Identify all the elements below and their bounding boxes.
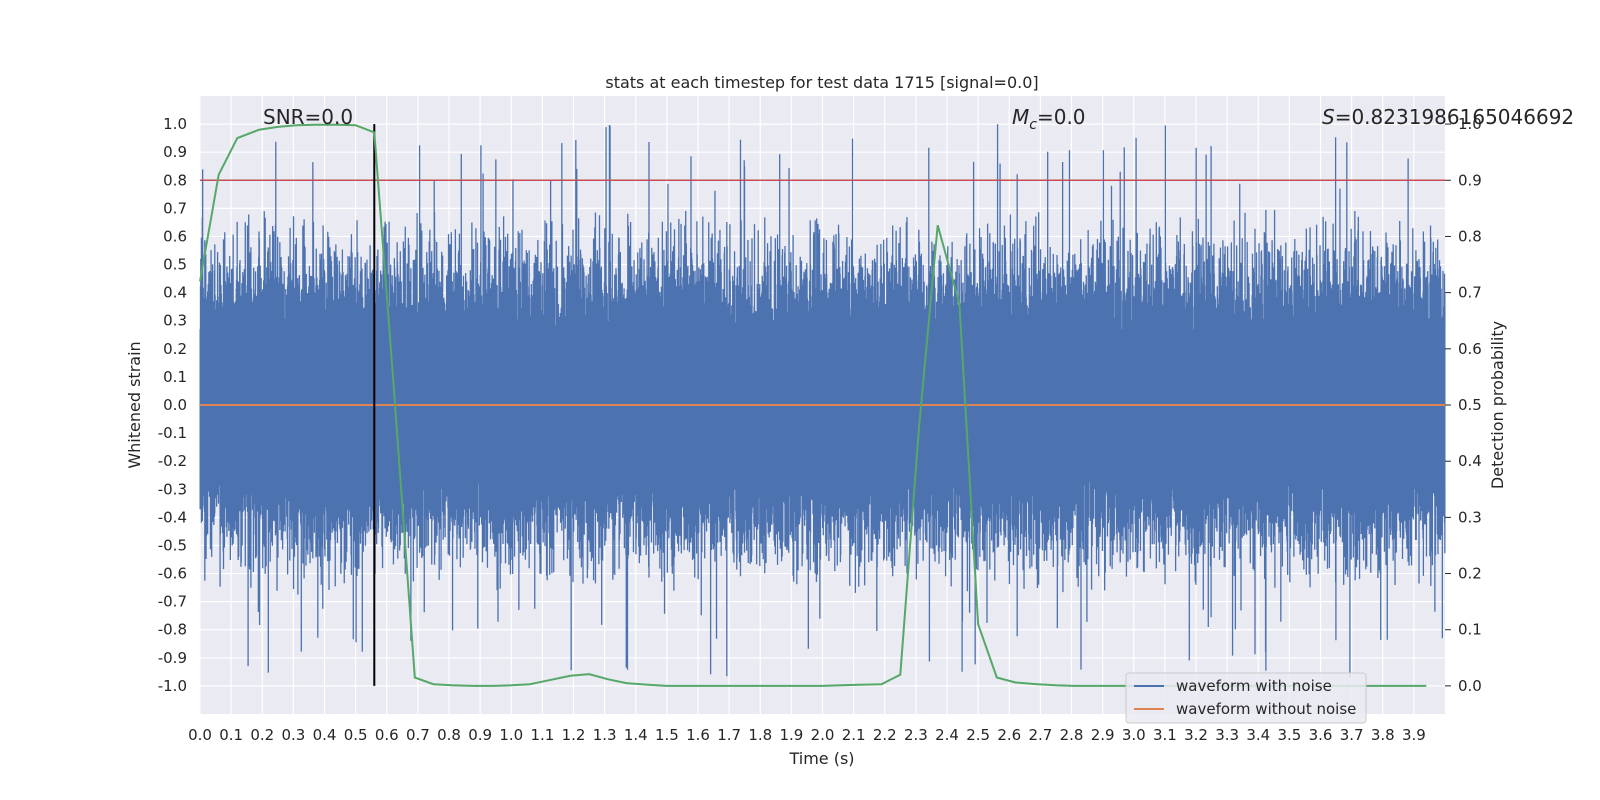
x-tick-label: 1.3	[593, 726, 617, 744]
y-axis-label: Whitened strain	[125, 341, 144, 468]
x-tick-label: 0.0	[188, 726, 212, 744]
chirp-mass-symbol: M	[1012, 105, 1029, 129]
y-tick-label: -0.9	[158, 649, 187, 667]
x-tick-label: 1.1	[530, 726, 554, 744]
x-tick-label: 0.5	[344, 726, 368, 744]
y-tick-label: 0.9	[163, 143, 187, 161]
x-tick-label: 0.2	[250, 726, 274, 744]
y-tick-label: 0.2	[163, 340, 187, 358]
x-tick-label: 0.9	[468, 726, 492, 744]
x-tick-label: 1.7	[717, 726, 741, 744]
x-tick-label: 1.5	[655, 726, 679, 744]
right-y-tick-label: 0.1	[1458, 621, 1482, 639]
legend-label-clean: waveform without noise	[1176, 700, 1356, 718]
y-tick-label: -0.8	[158, 621, 187, 639]
right-y-tick-label: 0.5	[1458, 396, 1482, 414]
right-y-tick-label: 0.9	[1458, 171, 1482, 189]
y-tick-label: 0.0	[163, 396, 187, 414]
x-tick-label: 1.2	[562, 726, 586, 744]
x-tick-label: 1.4	[624, 726, 648, 744]
x-tick-label: 2.8	[1060, 726, 1084, 744]
x-tick-label: 0.8	[437, 726, 461, 744]
right-y-tick-label: 0.8	[1458, 227, 1482, 245]
x-axis-ticks: 0.0 0.1 0.2 0.3 0.4 0.5 0.6 0.7 0.8 0.9 1.0 1.1 1.2 1…	[188, 726, 1426, 744]
y-tick-label: -0.3	[158, 480, 187, 498]
right-y-tick-label: 0.7	[1458, 284, 1482, 302]
x-tick-label: 1.0	[499, 726, 523, 744]
y-axis-ticks: 1.0 0.9 0.8 0.7 0.6 0.5 0.4 0.3 0.2 0.1 0.0 -0.1 -0.…	[158, 115, 187, 695]
x-tick-label: 2.1	[842, 726, 866, 744]
x-tick-label: 3.0	[1122, 726, 1146, 744]
s-annotation: S=0.8231986165046692	[1322, 105, 1574, 129]
legend: waveform with noise waveform without noi…	[1125, 672, 1367, 724]
x-tick-label: 3.8	[1371, 726, 1395, 744]
x-tick-label: 3.4	[1246, 726, 1270, 744]
x-tick-label: 3.5	[1277, 726, 1301, 744]
s-symbol: S	[1322, 105, 1335, 129]
x-tick-label: 2.3	[904, 726, 928, 744]
x-tick-label: 1.6	[686, 726, 710, 744]
x-tick-label: 2.0	[811, 726, 835, 744]
y-tick-label: -0.2	[158, 452, 187, 470]
y-tick-label: 0.7	[163, 199, 187, 217]
x-tick-label: 0.4	[313, 726, 337, 744]
y-tick-label: 0.3	[163, 312, 187, 330]
x-axis-label: Time (s)	[788, 749, 854, 768]
right-y-tick-label: 0.3	[1458, 508, 1482, 526]
x-tick-label: 2.4	[935, 726, 959, 744]
y-tick-label: 0.4	[163, 284, 187, 302]
x-tick-label: 1.8	[748, 726, 772, 744]
y-tick-label: -0.7	[158, 593, 187, 611]
x-tick-label: 2.7	[1028, 726, 1052, 744]
y-tick-label: 0.6	[163, 227, 187, 245]
x-tick-label: 0.3	[281, 726, 305, 744]
y-tick-label: -0.5	[158, 536, 187, 554]
y-tick-label: 0.8	[163, 171, 187, 189]
y-tick-label: -0.1	[158, 424, 187, 442]
legend-box	[1125, 672, 1367, 724]
right-y-tick-label: 1.0	[1458, 115, 1482, 133]
y-tick-label: 0.5	[163, 256, 187, 274]
x-tick-label: 3.9	[1402, 726, 1426, 744]
x-tick-label: 3.7	[1340, 726, 1364, 744]
s-value: =0.8231986165046692	[1335, 105, 1574, 129]
right-y-tick-label: 0.6	[1458, 340, 1482, 358]
x-tick-label: 3.2	[1184, 726, 1208, 744]
x-tick-label: 1.9	[779, 726, 803, 744]
x-tick-label: 0.7	[406, 726, 430, 744]
x-tick-label: 2.9	[1091, 726, 1115, 744]
x-tick-label: 0.6	[375, 726, 399, 744]
x-tick-label: 2.2	[873, 726, 897, 744]
y-tick-label: 0.1	[163, 368, 187, 386]
right-y-axis-label: Detection probability	[1488, 321, 1507, 489]
chart-title: stats at each timestep for test data 171…	[605, 73, 1038, 92]
x-tick-label: 3.1	[1153, 726, 1177, 744]
right-y-tick-label: 0.0	[1458, 677, 1482, 695]
legend-label-noise: waveform with noise	[1176, 677, 1332, 695]
x-tick-label: 3.3	[1215, 726, 1239, 744]
y-tick-label: -0.6	[158, 565, 187, 583]
y-tick-label: -1.0	[158, 677, 187, 695]
snr-annotation: SNR=0.0	[263, 105, 353, 129]
chirp-mass-subscript: c	[1029, 117, 1037, 133]
y-tick-label: -0.4	[158, 508, 187, 526]
x-tick-label: 3.6	[1309, 726, 1333, 744]
chirp-mass-value: =0.0	[1037, 105, 1086, 129]
right-y-tick-label: 0.4	[1458, 452, 1482, 470]
x-tick-label: 0.1	[219, 726, 243, 744]
chirp-mass-annotation: Mc=0.0	[1012, 105, 1086, 133]
x-tick-label: 2.6	[997, 726, 1021, 744]
y-tick-label: 1.0	[163, 115, 187, 133]
right-y-axis-ticks: 1.0 0.9 0.8 0.7 0.6 0.5 0.4 0.3 0.2 0.1 0.0	[1445, 115, 1482, 695]
right-y-tick-label: 0.2	[1458, 565, 1482, 583]
x-tick-label: 2.5	[966, 726, 990, 744]
